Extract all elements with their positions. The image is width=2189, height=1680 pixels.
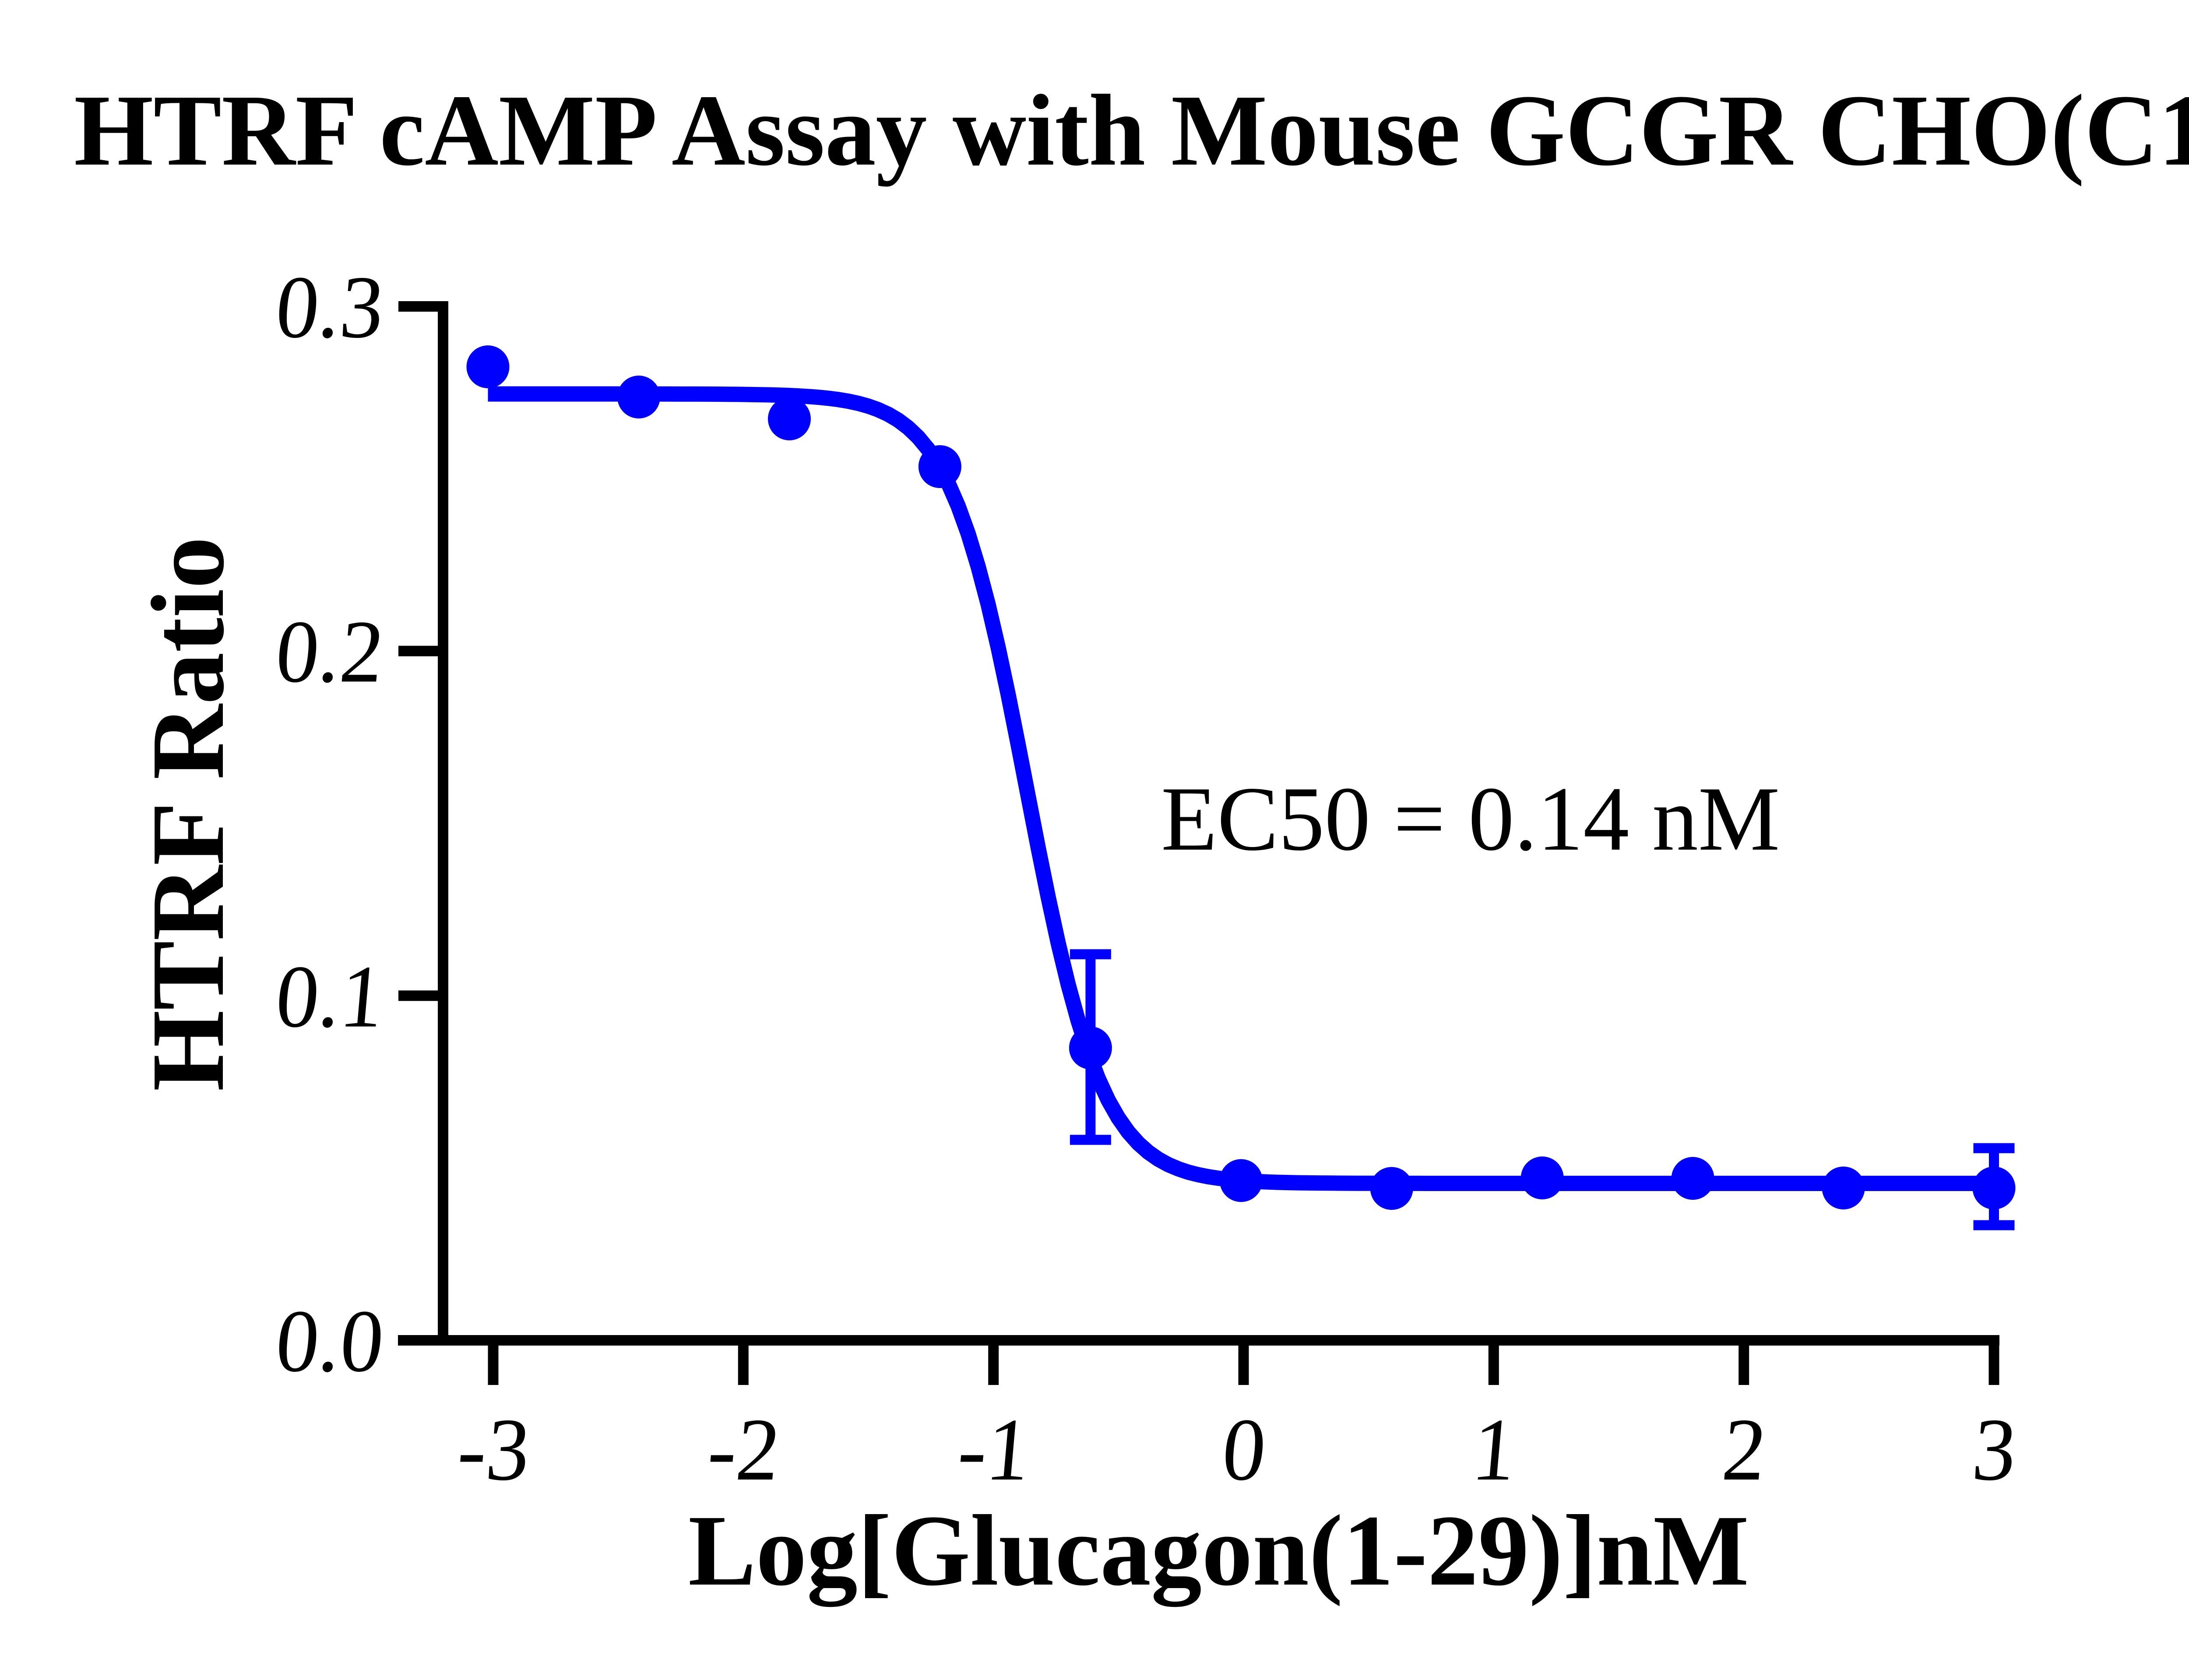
- svg-text:0.3: 0.3: [272, 258, 388, 357]
- svg-text:-2: -2: [704, 1400, 784, 1499]
- svg-text:HTRF cAMP Assay with Mouse GCG: HTRF cAMP Assay with Mouse GCGR CHO(C10: [74, 74, 2189, 187]
- svg-text:0: 0: [1218, 1400, 1270, 1499]
- svg-text:-3: -3: [454, 1400, 534, 1499]
- svg-text:2: 2: [1719, 1400, 1770, 1499]
- svg-text:3: 3: [1969, 1400, 2020, 1499]
- svg-text:0.1: 0.1: [272, 947, 388, 1046]
- svg-text:0.2: 0.2: [272, 602, 388, 701]
- svg-text:1: 1: [1468, 1400, 1520, 1499]
- svg-text:0.0: 0.0: [272, 1292, 388, 1391]
- svg-text:HTRF Ratio: HTRF Ratio: [130, 537, 246, 1091]
- svg-text:-1: -1: [954, 1400, 1034, 1499]
- svg-text:Log[Glucagon(1-29)]nM: Log[Glucagon(1-29)]nM: [688, 1494, 1749, 1607]
- svg-text:EC50 = 0.14 nM: EC50 = 0.14 nM: [1161, 768, 1780, 870]
